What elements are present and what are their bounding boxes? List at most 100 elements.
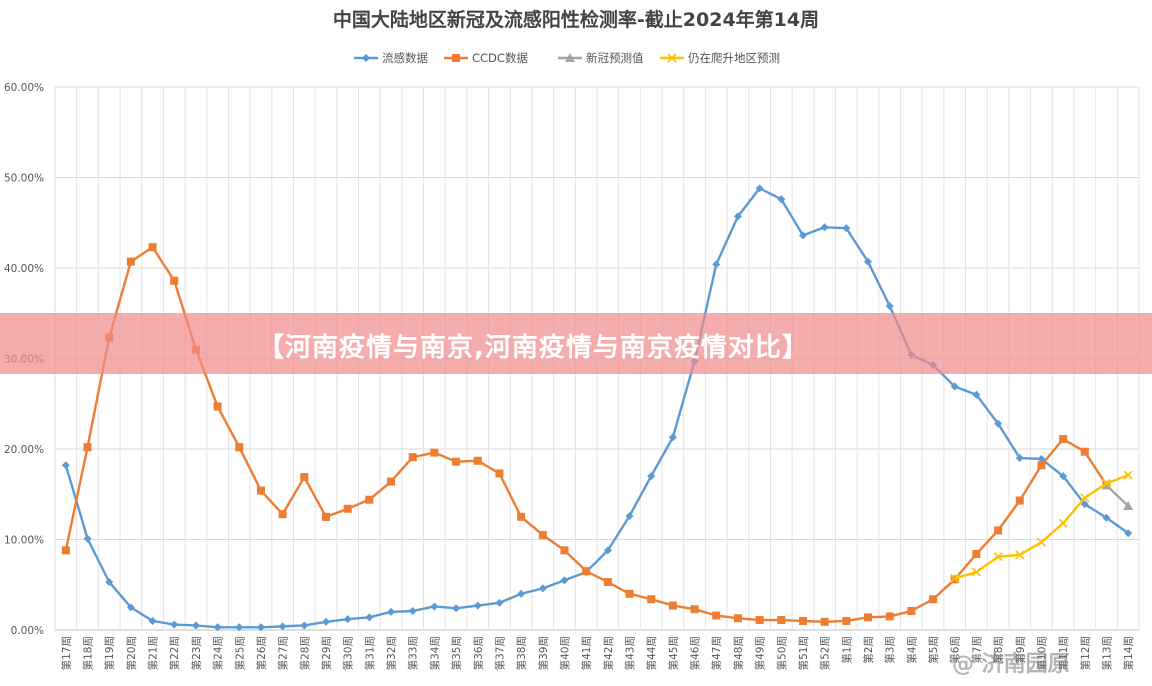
legend-item: 流感数据 [354,51,428,65]
data-point [256,486,265,495]
y-tick-label: 10.00% [4,535,44,547]
x-tick-label: 第52周 [819,636,832,670]
x-tick-label: 第14周 [1122,636,1135,670]
data-point [322,512,330,521]
data-point [625,589,634,598]
data-point [777,616,786,625]
data-point [950,573,960,583]
data-point [972,390,981,399]
data-point [1124,529,1133,538]
x-tick-label: 第40周 [558,636,571,670]
x-tick-label: 第35周 [450,636,463,670]
data-point [842,616,851,625]
data-point [365,495,374,504]
data-point [1015,550,1025,560]
data-point [495,469,504,478]
series-line [954,474,1129,580]
data-point [213,623,222,632]
legend-label: 仍在爬升地区预测 [688,51,780,65]
x-tick-label: 第47周 [710,636,723,670]
data-point [213,402,222,411]
data-point [1080,500,1089,509]
data-point [61,461,70,470]
x-tick-label: 第32周 [385,636,398,670]
x-tick-label: 第19周 [103,636,116,670]
data-point [668,601,677,610]
x-tick-label: 第51周 [797,636,810,670]
series-3 [950,470,1133,583]
data-point [148,616,157,625]
data-point [387,607,396,616]
data-point [256,623,265,632]
data-point [322,617,330,626]
x-tick-label: 第17周 [60,636,73,670]
legend-label: CCDC数据 [472,51,528,65]
x-tick-label: 第1周 [840,636,853,664]
x-tick-label: 第9周 [1014,636,1027,664]
data-point [452,457,461,466]
x-tick-label: 第3周 [884,636,897,664]
data-point [1015,496,1024,505]
legend-item: CCDC数据 [444,51,528,65]
data-point [1102,513,1111,522]
data-point [170,620,179,629]
x-tick-label: 第42周 [602,636,615,670]
x-tick-label: 第48周 [732,636,745,670]
data-point [820,223,829,232]
x-tick-label: 第38周 [515,636,528,670]
x-tick-label: 第28周 [298,636,311,670]
x-tick-label: 第11周 [1057,636,1070,670]
data-point [885,612,894,621]
y-tick-label: 50.00% [4,173,44,185]
data-point [798,231,807,240]
data-point [1015,454,1024,463]
x-tick-label: 第5周 [927,636,940,664]
x-tick-label: 第23周 [190,636,203,670]
data-point [755,616,764,625]
data-point [408,606,417,615]
y-tick-label: 0.00% [11,625,44,637]
data-point [1080,447,1089,456]
x-tick-label: 第36周 [472,636,485,670]
data-point [647,472,656,481]
data-point [387,477,396,486]
data-point [343,504,352,513]
data-point [625,511,634,520]
data-point [1059,435,1068,444]
x-tick-label: 第2周 [862,636,875,664]
data-point [971,567,981,577]
x-tick-label: 第37周 [493,636,506,670]
data-point [495,598,504,607]
data-point [1036,537,1047,547]
x-tick-label: 第26周 [255,636,268,670]
data-point [972,549,981,558]
data-point [994,419,1003,428]
data-point [755,184,764,193]
data-point [603,546,612,555]
data-point [777,195,786,204]
data-point [950,382,959,391]
data-point [191,621,200,630]
x-tick-label: 第13周 [1100,636,1113,670]
data-point [83,443,92,452]
data-point [582,567,591,576]
chart-title: 中国大陆地区新冠及流感阳性检测率-截止2024年第14周 [333,8,819,31]
data-point [300,473,309,482]
legend-label: 流感数据 [382,51,428,65]
data-point [430,602,439,611]
data-point [343,615,352,624]
data-point [885,302,894,311]
data-point [864,257,872,266]
x-tick-label: 第10周 [1035,636,1048,670]
data-point [1080,493,1090,503]
y-axis: 0.00%10.00%20.00%30.00%40.00%50.00%60.00… [4,82,44,637]
data-point [473,601,482,610]
data-point [452,604,461,613]
x-tick-label: 第29周 [320,636,333,670]
data-point [733,614,742,623]
x-tick-label: 第50周 [775,636,788,670]
data-point [1101,478,1112,488]
watermark: @ 济南园原 [952,652,1070,677]
x-tick-label: 第4周 [905,636,918,664]
